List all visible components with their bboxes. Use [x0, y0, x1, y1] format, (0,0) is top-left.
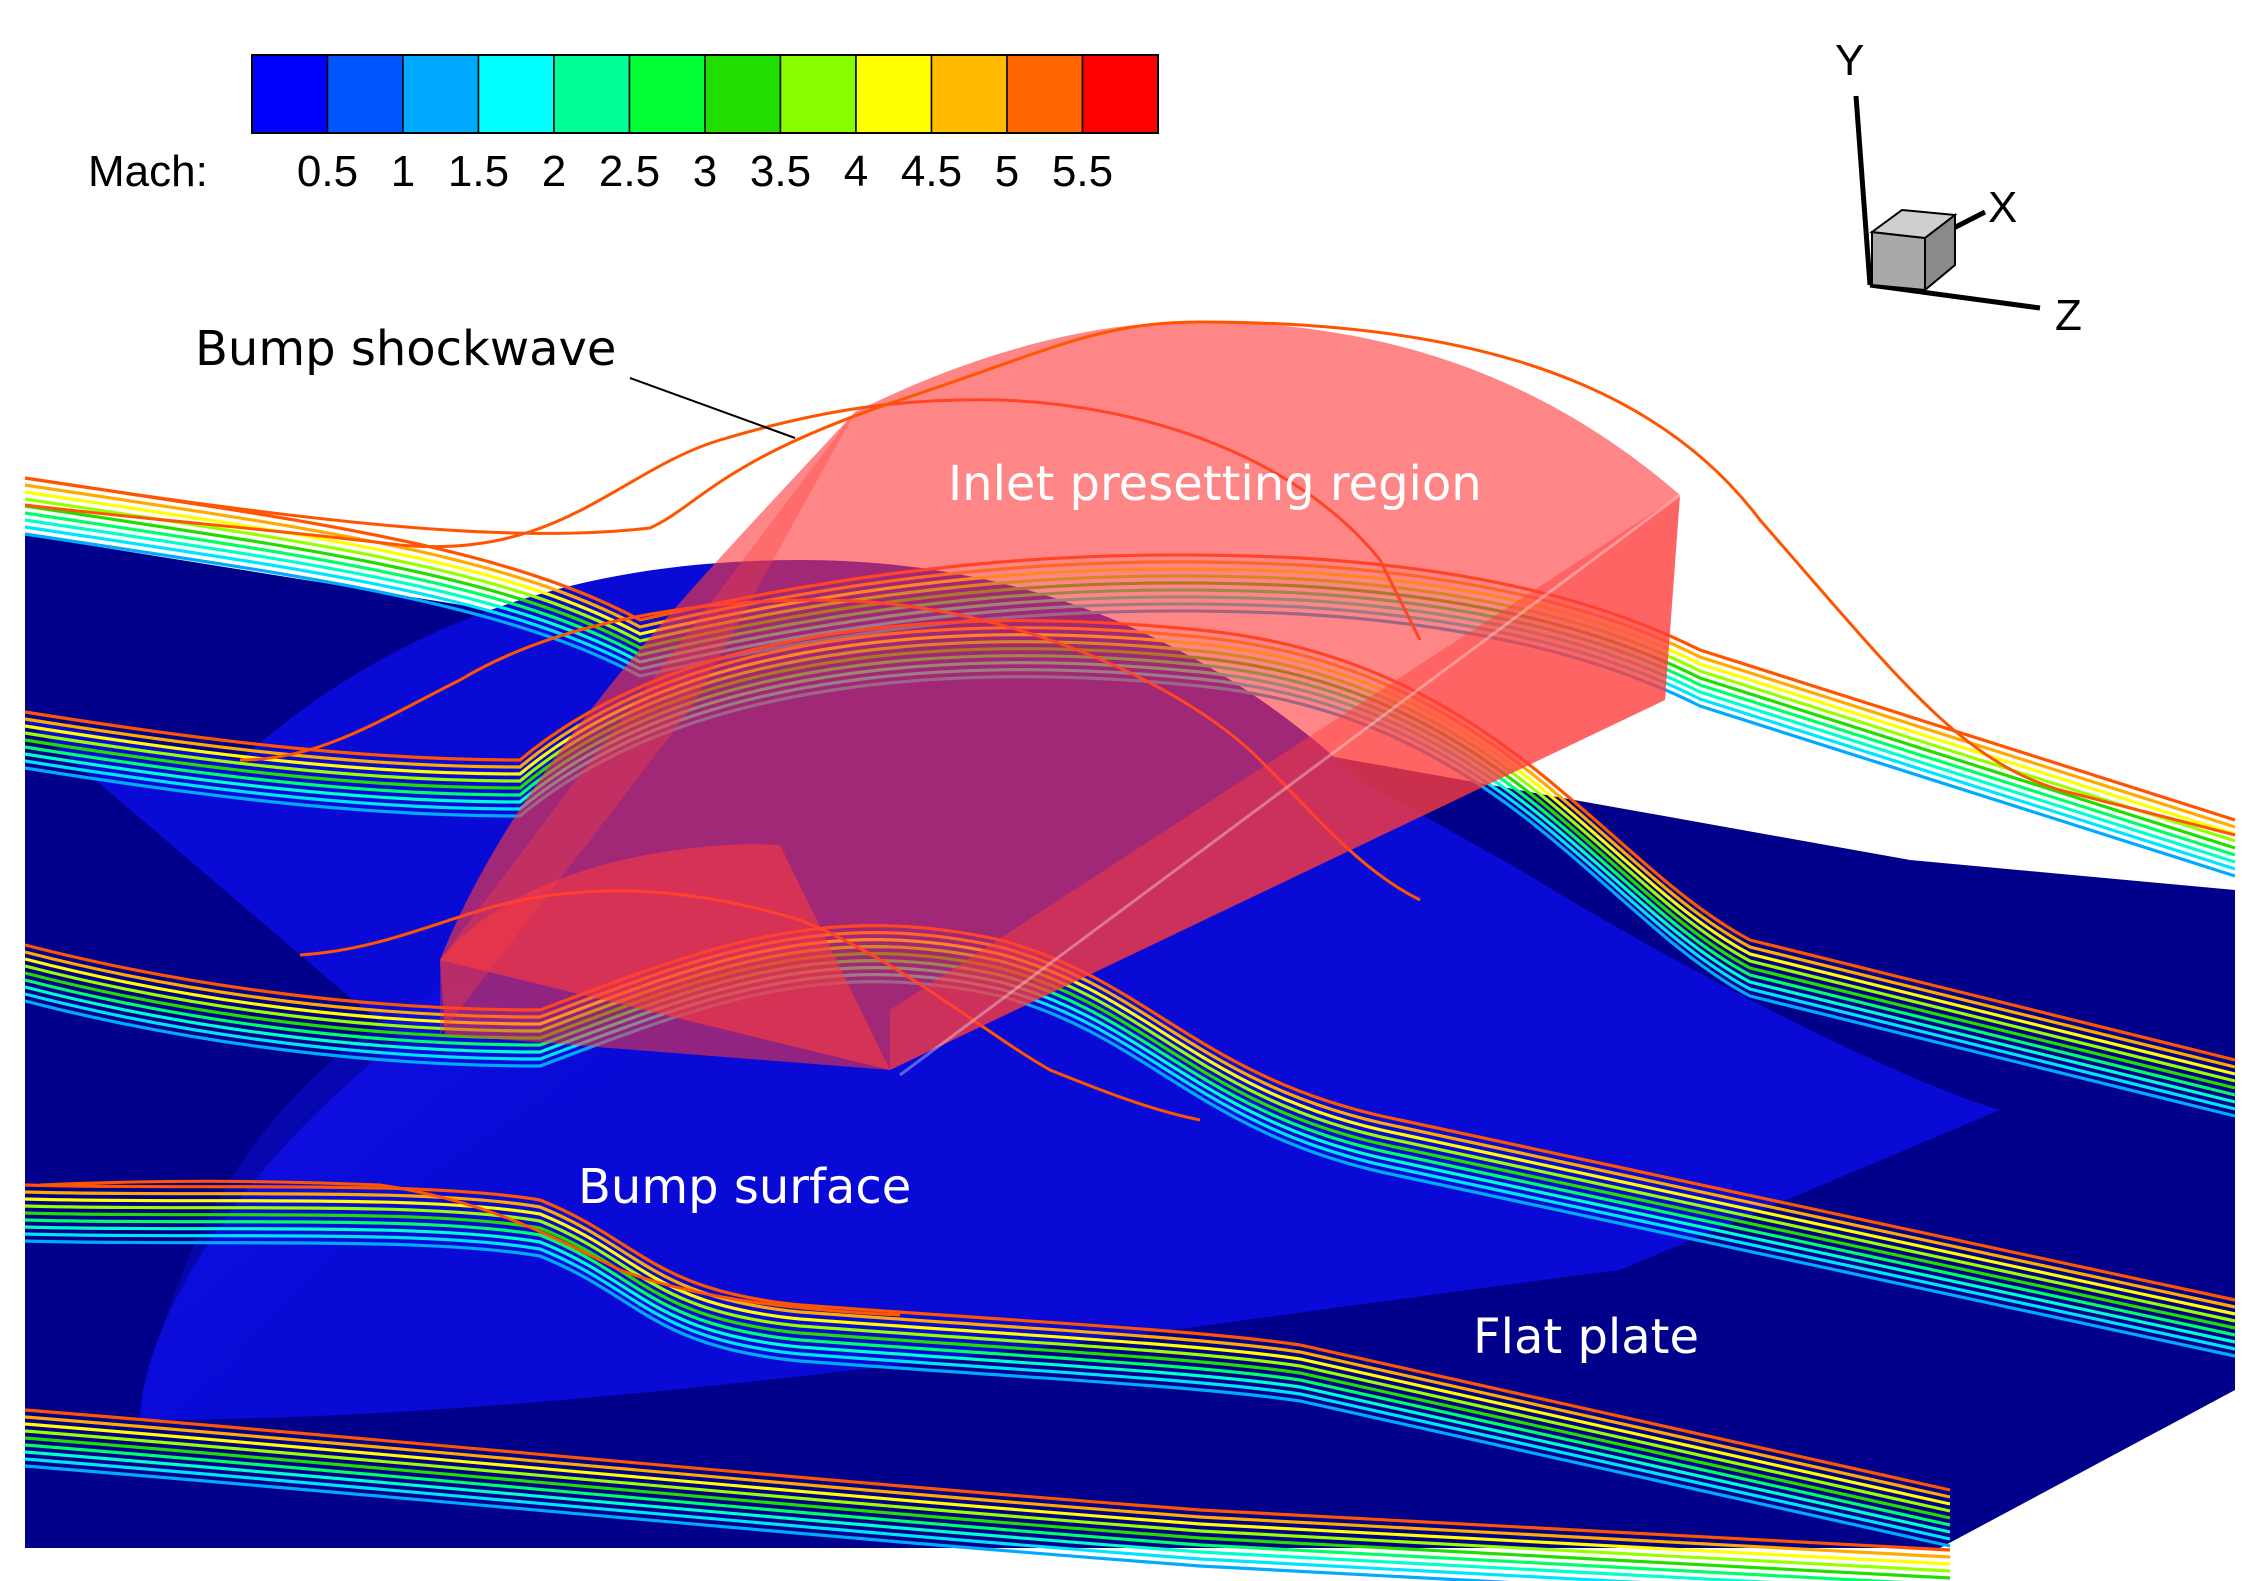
inlet-right-face [890, 495, 1680, 1070]
contour-line [24, 1211, 1951, 1520]
legend-swatch [402, 54, 480, 134]
legend-tick-label: 3.5 [750, 147, 811, 196]
legend-tick-label: 1.5 [448, 147, 509, 196]
mach-legend: Mach: 0.5 1 1.5 2 2.5 3 3.5 4 4.5 5 5.5 [88, 54, 1159, 196]
z-axis-label: Z [2055, 291, 2082, 340]
y-axis-label: Y [1835, 36, 1864, 85]
legend-swatch [553, 54, 631, 134]
contour-line [24, 1183, 1951, 1492]
z-axis-line [1869, 282, 2041, 311]
legend-tick-label: 4.5 [901, 147, 962, 196]
contour-line [24, 1218, 1951, 1527]
contour-line [24, 1197, 1951, 1506]
legend-swatch [779, 54, 857, 134]
contour-line [24, 1232, 1951, 1541]
legend-swatch [1081, 54, 1159, 134]
contour-line [24, 1225, 1951, 1534]
contour-band [24, 1183, 1951, 1548]
legend-swatch [477, 54, 555, 134]
legend-tick-label: 1 [391, 147, 415, 196]
shock-contour-line [39, 1179, 901, 1317]
legend-swatch [251, 54, 329, 134]
legend-tick-label: 2 [542, 147, 566, 196]
legend-color-bar [251, 54, 1159, 134]
legend-tick-label: 4 [844, 147, 868, 196]
annotation-inlet-presetting-region: Inlet presetting region [948, 456, 1482, 512]
legend-frame [251, 54, 1159, 134]
y-axis-line [1853, 95, 1873, 286]
legend-swatch [628, 54, 706, 134]
orientation-cube-side [1924, 212, 1956, 293]
contour-line [24, 1457, 1643, 1581]
contour-line [24, 1239, 1951, 1548]
x-axis-label: X [1988, 183, 2017, 232]
contour-line [24, 1422, 1951, 1566]
contour-line [24, 1464, 1512, 1581]
legend-tick-label: 3 [693, 147, 717, 196]
annotation-bump-shockwave: Bump shockwave [195, 321, 616, 377]
legend-swatch [1006, 54, 1084, 134]
bump-shading [140, 980, 660, 1420]
inlet-edge-highlight [899, 493, 1681, 1077]
contour-line [24, 1415, 1951, 1559]
contour-line [24, 1408, 1951, 1552]
legend-swatch [704, 54, 782, 134]
annotation-flat-plate: Flat plate [1473, 1309, 1699, 1365]
shock-leader-line [629, 377, 796, 439]
orientation-cube-front [1871, 230, 1926, 292]
legend-tick-labels: 0.5 1 1.5 2 2.5 3 3.5 4 4.5 5 5.5 [297, 147, 1113, 196]
contour-line [24, 1429, 1951, 1573]
legend-swatch [855, 54, 933, 134]
legend-tick-label: 5.5 [1052, 147, 1113, 196]
bump-shockwave-line [24, 320, 2236, 837]
axis-triad: Y X Z [1835, 36, 2082, 340]
legend-swatch [930, 54, 1008, 134]
legend-label: Mach: [88, 147, 208, 196]
legend-tick-label: 0.5 [297, 147, 358, 196]
legend-tick-label: 5 [995, 147, 1019, 196]
contour-line [24, 1450, 1774, 1581]
legend-swatch [326, 54, 404, 134]
annotation-bump-surface: Bump surface [578, 1159, 911, 1215]
contour-line [24, 1190, 1951, 1499]
contour-line [24, 1204, 1951, 1513]
inlet-top-face [440, 321, 1680, 1070]
contour-band [24, 1408, 1951, 1581]
contour-line [24, 1436, 1951, 1580]
inlet-presetting-region [440, 321, 1681, 1077]
contour-line [24, 1443, 1906, 1581]
legend-tick-label: 2.5 [599, 147, 660, 196]
